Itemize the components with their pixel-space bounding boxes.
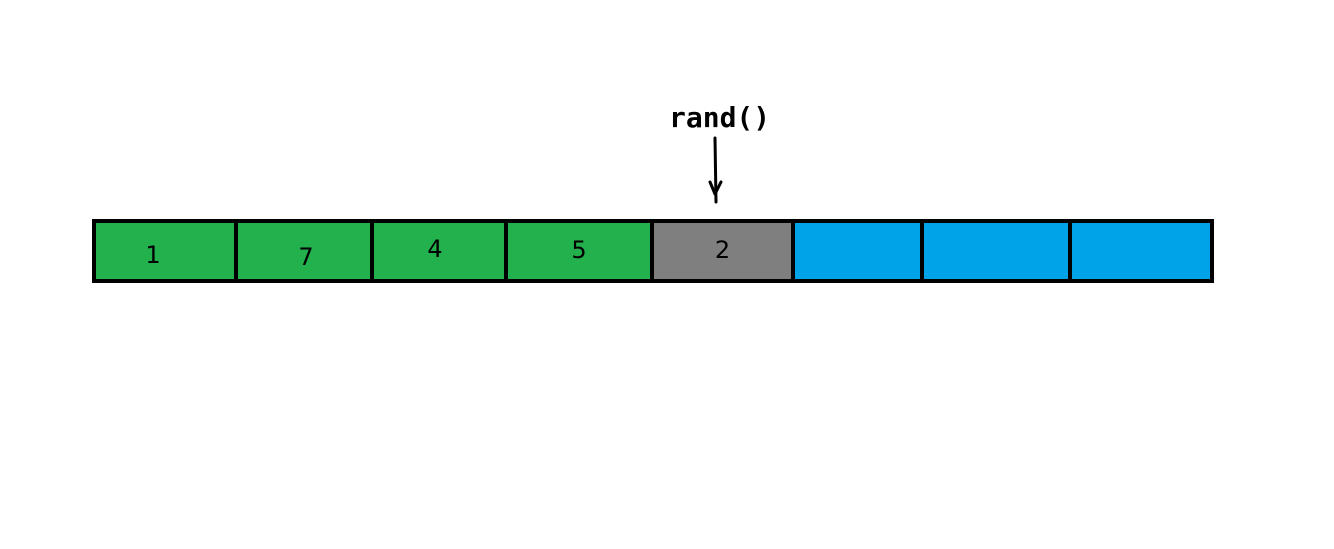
- array-cell-4: 2: [654, 223, 795, 279]
- cell-value: 7: [298, 243, 313, 271]
- cell-value: 1: [145, 241, 160, 269]
- array-cell-7: [1072, 223, 1210, 279]
- array-cell-6: [924, 223, 1072, 279]
- cell-value: 5: [571, 236, 586, 264]
- cell-value: 2: [715, 236, 730, 264]
- array-cell-5: [795, 223, 924, 279]
- array-cell-2: 4: [374, 223, 508, 279]
- array-cell-1: 7: [238, 223, 374, 279]
- array-cell-0: 1: [96, 223, 238, 279]
- array-cell-3: 5: [508, 223, 654, 279]
- down-arrow-icon: [700, 136, 732, 208]
- rand-pointer-label: rand(): [669, 100, 770, 136]
- cell-value: 4: [427, 235, 442, 263]
- array-bar: 1 7 4 5 2: [92, 219, 1214, 283]
